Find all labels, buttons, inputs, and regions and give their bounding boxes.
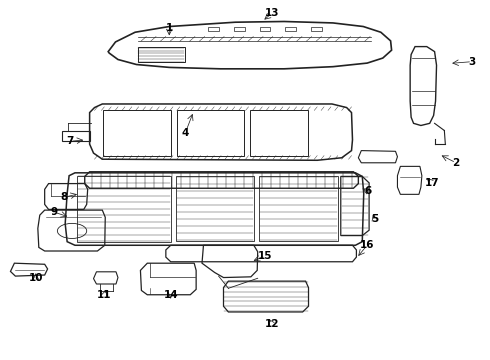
Text: 8: 8 (61, 192, 68, 202)
Text: 3: 3 (468, 57, 476, 67)
Text: 14: 14 (164, 290, 178, 300)
Text: 7: 7 (66, 136, 74, 146)
Text: 10: 10 (28, 273, 43, 283)
Text: 16: 16 (360, 240, 374, 250)
Text: 15: 15 (258, 251, 273, 261)
Text: 12: 12 (265, 319, 279, 329)
Text: 4: 4 (182, 128, 189, 138)
Text: 13: 13 (265, 8, 279, 18)
Text: 2: 2 (452, 158, 460, 168)
Text: 9: 9 (51, 207, 58, 217)
Text: 1: 1 (166, 23, 173, 33)
Text: 17: 17 (424, 178, 439, 188)
Text: 6: 6 (365, 186, 372, 197)
Text: 5: 5 (371, 215, 378, 224)
Text: 11: 11 (97, 291, 112, 301)
